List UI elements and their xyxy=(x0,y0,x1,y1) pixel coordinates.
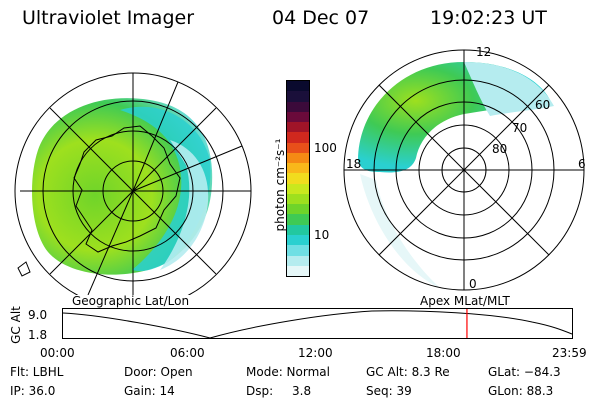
colorbar-swatch xyxy=(287,204,309,215)
colorbar-swatch xyxy=(287,214,309,225)
filter-info: Flt: LBHL xyxy=(10,365,64,379)
colorbar-swatch xyxy=(287,152,309,164)
timeline-xtick-2359: 23:59 xyxy=(552,346,587,360)
right-map-caption: Apex MLat/MLT xyxy=(420,294,510,308)
geographic-map xyxy=(14,72,252,295)
glat-info: GLat: −84.3 xyxy=(488,365,561,379)
colorbar-tick-100: 100 xyxy=(314,141,337,155)
colorbar-swatch xyxy=(287,111,309,123)
emission-image-right xyxy=(358,62,554,288)
colorbar-swatch xyxy=(287,173,309,184)
mlat-label-70: 70 xyxy=(512,121,528,135)
colorbar-swatch xyxy=(287,265,309,277)
colorbar-swatch xyxy=(287,245,309,256)
mlt-label-6: 6 xyxy=(578,157,586,171)
mlat-mlt-grid xyxy=(343,49,585,291)
timeline-ytick-bottom: 1.8 xyxy=(28,328,48,342)
glon-info: GLon: 88.3 xyxy=(488,384,554,398)
gc-alt-info: GC Alt: 8.3 Re xyxy=(366,365,450,379)
gain-info: Gain: 14 xyxy=(124,384,175,398)
timeline-xtick-0000: 00:00 xyxy=(40,346,75,360)
colorbar-swatch xyxy=(287,234,309,246)
mode-info: Mode: Normal xyxy=(246,365,330,379)
left-map-caption: Geographic Lat/Lon xyxy=(72,294,190,308)
timeline-axis-label: GC Alt xyxy=(9,306,23,344)
colorbar-swatch xyxy=(287,255,309,266)
colorbar-tick-10: 10 xyxy=(314,228,330,242)
colorbar-swatch xyxy=(287,224,309,235)
image-date: 04 Dec 07 xyxy=(272,7,370,29)
timeline-ytick-top: 9.0 xyxy=(28,308,48,322)
image-time: 19:02:23 UT xyxy=(430,7,547,29)
magnetic-map xyxy=(343,49,585,291)
colorbar-swatch xyxy=(287,163,309,174)
colorbar-swatch xyxy=(287,183,309,194)
seq-info: Seq: 39 xyxy=(366,384,412,398)
island-shape xyxy=(17,261,31,277)
coastline xyxy=(73,125,181,253)
colorbar-swatch xyxy=(287,122,309,133)
colorbar-swatch xyxy=(287,81,309,92)
mlat-label-80: 80 xyxy=(492,142,508,156)
emission-image-left xyxy=(32,98,213,275)
ip-info: IP: 36.0 xyxy=(10,384,56,398)
timeline-xtick-1200: 12:00 xyxy=(298,346,333,360)
timeline-xtick-0600: 06:00 xyxy=(170,346,205,360)
colorbar-swatch xyxy=(287,142,309,153)
colorbar-swatch xyxy=(287,101,309,112)
mlat-label-60: 60 xyxy=(535,98,551,112)
door-info: Door: Open xyxy=(124,365,193,379)
dsp-label: Dsp: xyxy=(246,384,274,398)
instrument-title: Ultraviolet Imager xyxy=(22,7,195,29)
altitude-timeline xyxy=(62,308,573,339)
color-scale-bar xyxy=(286,80,310,277)
lat-lon-grid xyxy=(14,72,252,295)
colorbar-unit-label: photon cm⁻²s⁻¹ xyxy=(273,138,287,232)
timeline-xtick-1800: 18:00 xyxy=(426,346,461,360)
colorbar-swatch xyxy=(287,193,309,205)
colorbar-swatch xyxy=(287,132,309,143)
altitude-curve xyxy=(62,310,573,339)
colorbar-swatch xyxy=(287,91,309,102)
mlt-label-0: 0 xyxy=(469,277,477,291)
mlt-label-18: 18 xyxy=(346,157,362,171)
dsp-value: 3.8 xyxy=(292,384,312,398)
mlt-label-12: 12 xyxy=(476,45,492,59)
timeline-frame xyxy=(62,308,573,339)
